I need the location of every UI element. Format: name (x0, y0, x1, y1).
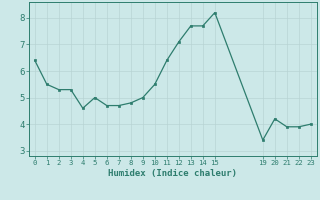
X-axis label: Humidex (Indice chaleur): Humidex (Indice chaleur) (108, 169, 237, 178)
